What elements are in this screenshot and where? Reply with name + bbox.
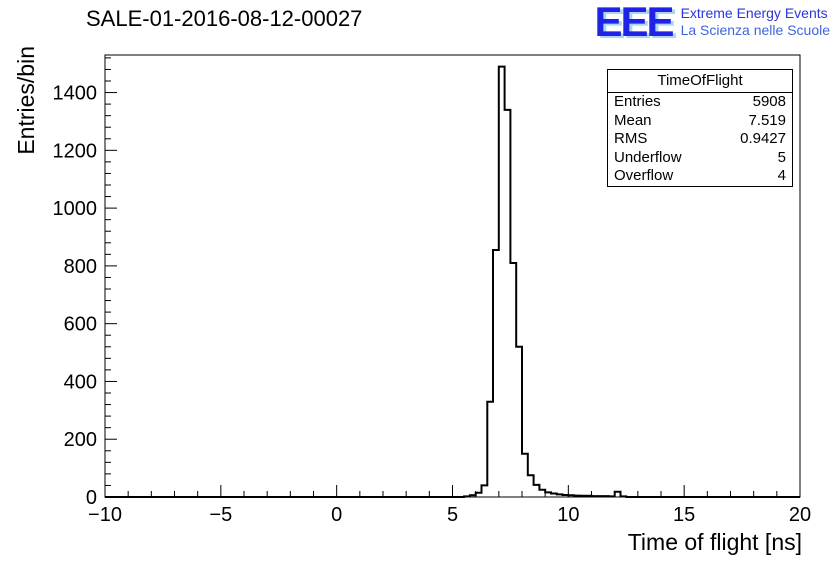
stats-label: Overflow (614, 167, 674, 184)
y-tick-label: 800 (64, 256, 97, 278)
stats-label: Mean (614, 111, 652, 129)
stats-label: Underflow (614, 148, 682, 166)
x-tick-label: 15 (673, 504, 695, 526)
stats-value: 4 (777, 167, 786, 184)
x-tick-label: −5 (209, 504, 232, 526)
y-tick-label: 400 (64, 371, 97, 393)
y-tick-label: 200 (64, 429, 97, 451)
stats-value: 5908 (752, 93, 786, 110)
stats-row-entries: Entries 5908 (608, 93, 792, 112)
y-tick-label: 0 (86, 487, 97, 509)
stats-value: 0.9427 (740, 130, 786, 147)
x-tick-label: 10 (557, 504, 579, 526)
eee-logo-text: Extreme Energy Events La Scienza nelle S… (681, 5, 830, 39)
stats-box-title: TimeOfFlight (608, 70, 792, 93)
histogram-line (105, 65, 800, 498)
x-tick-label: 5 (447, 504, 458, 526)
y-tick-label: 1400 (53, 83, 98, 105)
page-title: SALE-01-2016-08-12-00027 (86, 6, 363, 31)
stats-row-overflow: Overflow 4 (608, 167, 792, 186)
stats-value: 7.519 (748, 111, 786, 129)
x-tick-label: −10 (88, 504, 122, 526)
x-tick-label: 0 (331, 504, 342, 526)
x-axis-title: Time of flight [ns] (628, 529, 802, 555)
logo-line2: La Scienza nelle Scuole (680, 22, 830, 38)
stats-label: RMS (614, 130, 648, 147)
stats-box: TimeOfFlight Entries 5908 Mean 7.519 RMS… (607, 69, 793, 187)
y-tick-label: 1000 (53, 198, 98, 220)
y-tick-label: 1200 (53, 140, 98, 162)
stats-row-rms: RMS 0.9427 (608, 130, 792, 149)
x-tick-label: 20 (789, 504, 811, 526)
y-axis-title: Entries/bin (13, 46, 39, 155)
stats-label: Entries (614, 93, 661, 110)
stats-row-mean: Mean 7.519 (608, 112, 792, 131)
y-tick-label: 600 (64, 314, 97, 336)
stats-row-underflow: Underflow 5 (608, 149, 792, 168)
eee-logo-letters: EEE (594, 0, 675, 45)
stats-value: 5 (777, 148, 786, 166)
eee-logo: EEE Extreme Energy Events La Scienza nel… (594, 0, 830, 45)
logo-line1: Extreme Energy Events (680, 5, 828, 21)
